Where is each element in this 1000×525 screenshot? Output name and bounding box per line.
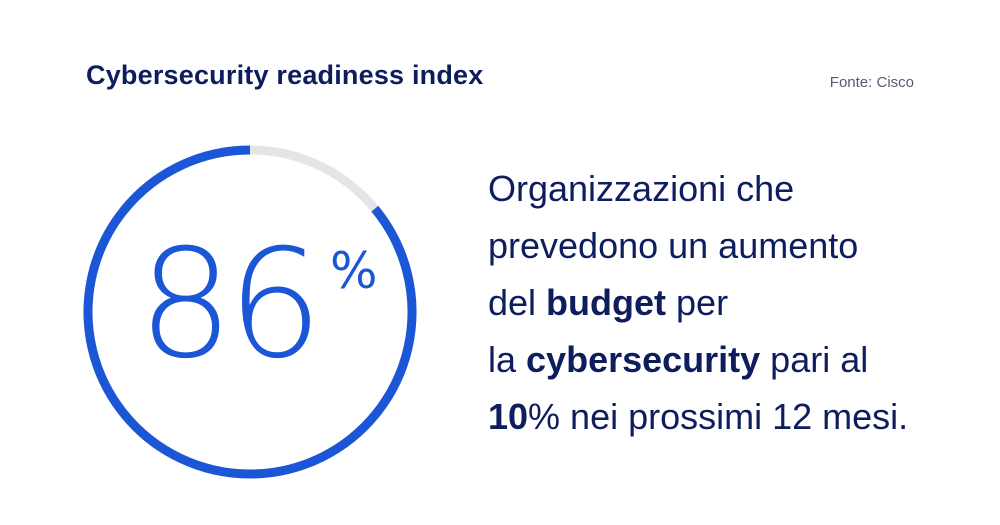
- budget-emphasis: budget: [546, 282, 667, 323]
- description-line-4: la cybersecurity pari al: [488, 331, 908, 388]
- description-text-part: % nei prossimi 12 mesi.: [528, 396, 909, 437]
- source-credit: Fonte: Cisco: [829, 74, 914, 91]
- description-line-1: Organizzazioni che: [488, 168, 795, 209]
- gauge-value: 86: [138, 218, 323, 392]
- description-text-part: la: [488, 339, 527, 380]
- gauge-unit: %: [330, 242, 378, 300]
- description-text: Organizzazioni che prevedono un aumento …: [488, 160, 908, 445]
- description-text-part: pari al: [760, 339, 869, 380]
- gauge-arc: [83, 145, 417, 479]
- chart-title: Cybersecurity readiness index: [86, 60, 484, 90]
- description-text-part: del: [488, 282, 547, 323]
- description-line-3: del budget per: [488, 274, 908, 331]
- description-line-5: 10% nei prossimi 12 mesi.: [488, 388, 908, 445]
- description-text-part: per: [666, 282, 729, 323]
- description-line-2: prevedono un aumento: [488, 225, 859, 266]
- ten-percent-emphasis: 10: [488, 396, 529, 437]
- cybersecurity-emphasis: cybersecurity: [526, 339, 761, 380]
